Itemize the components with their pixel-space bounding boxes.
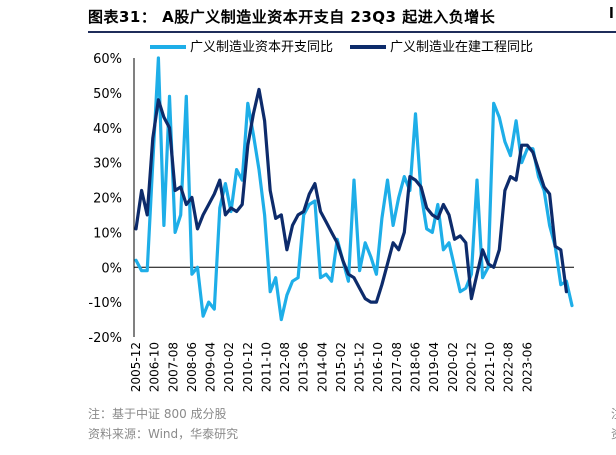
axes: -20% -10% 0% 10% 20% 30% 40% 50% 60% 2005-12 2006-…: [88, 52, 574, 392]
figure-title: 图表31： A股广义制造业资本开支自 23Q3 起进入负增长: [88, 8, 496, 26]
x-tick-label: 2019-04: [427, 342, 441, 392]
x-tick-label: 2021-10: [483, 342, 497, 392]
x-tick-label: 2015-12: [353, 342, 367, 392]
x-tick-label: 2018-06: [408, 342, 422, 392]
x-tick-label: 2010-02: [222, 342, 236, 392]
y-tick-label: 50%: [93, 87, 122, 102]
cropped-edge-mark: l: [609, 6, 614, 22]
x-tick-label: 2012-08: [278, 342, 292, 392]
y-tick-label: 10%: [93, 226, 122, 241]
title-rule: [88, 31, 616, 33]
x-tick-label: 2020-12: [464, 342, 478, 392]
legend-label-capex: 广义制造业资本开支同比: [190, 40, 333, 55]
source-note: 资料来源：Wind，华泰研究: [88, 427, 239, 441]
y-tick-label: 30%: [93, 157, 122, 172]
x-tick-label: 2010-12: [241, 342, 255, 392]
y-tick-label: 20%: [93, 192, 122, 207]
x-tick-label: 2011-10: [259, 342, 273, 392]
x-tick-label: 2020-02: [446, 342, 460, 392]
x-tick-label: 2016-10: [371, 342, 385, 392]
x-tick-label: 2008-06: [185, 342, 199, 392]
x-tick-label: 2005-12: [129, 342, 143, 392]
y-tick-label: 60%: [93, 52, 122, 67]
cropped-edge-note: 注: [611, 405, 616, 422]
series-line-capex: [134, 56, 574, 322]
y-tick-label: -10%: [88, 296, 122, 311]
y-tick-label: -20%: [88, 331, 122, 346]
x-tick-label: 2015-02: [334, 342, 348, 392]
x-tick-label: 2009-04: [204, 342, 218, 392]
x-tick-label: 2013-06: [297, 342, 311, 392]
y-tick-label: 40%: [93, 122, 122, 137]
x-tick-label: 2007-08: [166, 342, 180, 392]
legend: 广义制造业资本开支同比 广义制造业在建工程同比: [150, 40, 533, 55]
y-tick-label: 0%: [101, 261, 122, 276]
series-line-construction: [134, 87, 569, 304]
x-tick-label: 2006-10: [148, 342, 162, 392]
x-tick-label: 2014-04: [315, 342, 329, 392]
x-tick-label: 2017-08: [390, 342, 404, 392]
series-lines: [134, 56, 574, 322]
footnote: 注：基于中证 800 成分股: [88, 407, 227, 421]
x-tick-label: 2022-08: [502, 342, 516, 392]
cropped-edge-source: 资: [611, 425, 616, 442]
x-tick-label: 2023-06: [520, 342, 534, 392]
legend-label-construction: 广义制造业在建工程同比: [390, 40, 533, 55]
